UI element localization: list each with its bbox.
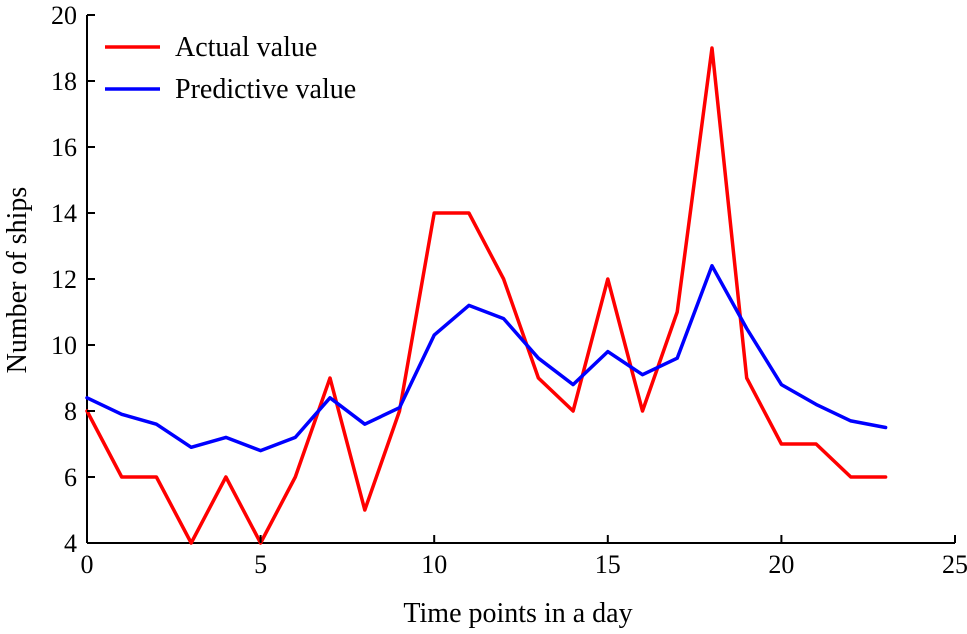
x-tick-label: 15 bbox=[595, 550, 621, 579]
x-tick-label: 25 bbox=[942, 550, 967, 579]
series-line-predictive bbox=[85, 264, 888, 453]
y-tick-label: 20 bbox=[51, 1, 77, 30]
x-tick-label: 5 bbox=[254, 550, 267, 579]
legend-label: Predictive value bbox=[175, 74, 356, 105]
ticks-layer: 0 5 10 15 20 25 4 6 8 10 12 14 16 18 20 bbox=[51, 1, 967, 579]
series-layer bbox=[85, 46, 888, 545]
x-tick-label: 0 bbox=[81, 550, 94, 579]
y-tick-label: 16 bbox=[51, 133, 77, 162]
y-tick-label: 6 bbox=[64, 463, 77, 492]
y-tick-label: 18 bbox=[51, 67, 77, 96]
x-tick-label: 20 bbox=[768, 550, 794, 579]
legend: Actual value Predictive value bbox=[105, 32, 356, 105]
legend-label: Actual value bbox=[175, 32, 317, 63]
y-tick-label: 14 bbox=[51, 199, 77, 228]
y-tick-label: 10 bbox=[51, 331, 77, 360]
x-tick-label: 10 bbox=[421, 550, 447, 579]
y-tick-label: 4 bbox=[64, 529, 77, 558]
series-line-actual bbox=[85, 46, 888, 545]
y-tick-label: 8 bbox=[64, 397, 77, 426]
y-tick-label: 12 bbox=[51, 265, 77, 294]
y-axis-title: Number of ships bbox=[2, 187, 33, 374]
x-axis-title: Time points in a day bbox=[403, 598, 632, 629]
